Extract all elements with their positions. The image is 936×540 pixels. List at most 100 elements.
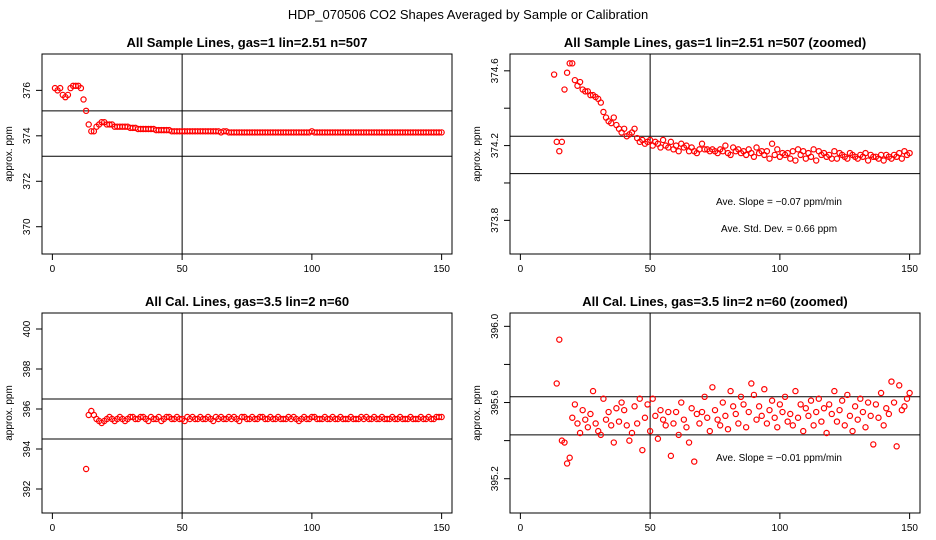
data-point	[280, 415, 287, 423]
data-point	[563, 69, 571, 76]
data-point	[893, 443, 900, 450]
data-point	[620, 125, 628, 132]
x-tick-label: 0	[518, 264, 524, 275]
data-point	[680, 416, 688, 423]
plot-frame	[509, 53, 921, 255]
data-point	[758, 412, 765, 420]
panel-1: All Sample Lines, gas=1 lin=2.51 n=507 0 5…	[4, 35, 453, 275]
data-point	[685, 439, 693, 446]
x-tick-label: 50	[645, 264, 657, 275]
data-point	[831, 387, 838, 395]
data-point	[781, 393, 789, 401]
y-tick-label: 372	[22, 172, 33, 189]
data-point	[753, 144, 760, 151]
data-point	[90, 128, 98, 135]
data-point	[787, 155, 794, 162]
data-point	[797, 401, 804, 408]
data-point	[644, 401, 651, 408]
data-point	[719, 399, 726, 406]
data-point	[750, 153, 758, 161]
data-point	[435, 129, 443, 136]
data-point	[789, 422, 797, 429]
data-point	[714, 416, 721, 423]
data-point	[569, 60, 576, 67]
y-tick-label: 394	[22, 440, 33, 457]
data-point	[77, 84, 85, 92]
data-point	[838, 397, 846, 404]
data-point	[657, 144, 664, 151]
data-point	[693, 410, 701, 418]
data-point	[877, 389, 885, 397]
data-point	[553, 138, 560, 146]
data-points	[51, 82, 445, 136]
data-point	[779, 408, 786, 416]
data-point	[864, 157, 872, 164]
data-point	[628, 429, 636, 437]
x-tick-label: 150	[901, 523, 918, 534]
data-point	[587, 410, 594, 418]
data-point	[654, 435, 662, 442]
data-point	[828, 410, 835, 418]
panel-4: All Cal. Lines, gas=3.5 lin=2 n=60 (zoom…	[472, 294, 921, 534]
data-point	[813, 157, 820, 164]
x-tick-label: 150	[433, 264, 450, 275]
data-point	[823, 429, 830, 437]
data-point	[597, 431, 605, 439]
data-point	[696, 420, 703, 427]
data-point	[787, 410, 794, 418]
data-point	[659, 136, 667, 144]
data-point	[901, 403, 908, 410]
data-point	[597, 99, 605, 106]
data-point	[870, 441, 877, 448]
data-point	[438, 129, 445, 136]
data-point	[802, 405, 810, 412]
data-point	[851, 403, 859, 410]
y-axis-label: approx. ppm	[472, 126, 483, 182]
data-point	[750, 391, 758, 399]
panel-title: All Sample Lines, gas=1 lin=2.51 n=507 (…	[564, 35, 866, 50]
data-point	[805, 412, 812, 420]
data-point	[766, 406, 773, 414]
data-point	[784, 418, 791, 425]
data-point	[571, 401, 579, 408]
x-tick-label: 150	[901, 264, 918, 275]
plot-frame	[41, 53, 453, 255]
data-point	[652, 412, 659, 420]
data-point	[716, 422, 724, 429]
data-point	[890, 399, 898, 406]
data-point	[626, 437, 633, 444]
plot-frame	[41, 312, 453, 514]
data-point	[813, 408, 820, 416]
data-point	[740, 401, 747, 408]
y-axis-label: approx. ppm	[472, 385, 483, 441]
data-point	[558, 138, 566, 146]
data-point	[80, 96, 87, 103]
data-point	[631, 125, 638, 132]
data-point	[774, 146, 781, 153]
data-point	[792, 157, 799, 164]
data-point	[220, 415, 227, 423]
x-tick-label: 50	[645, 523, 657, 534]
data-point	[748, 380, 755, 387]
data-point	[815, 395, 822, 402]
data-point	[729, 403, 737, 410]
data-point	[698, 140, 706, 147]
data-point	[435, 413, 443, 421]
data-point	[556, 147, 563, 155]
data-point	[675, 147, 682, 155]
data-point	[615, 418, 623, 425]
data-point	[771, 151, 778, 159]
x-tick-label: 100	[304, 264, 321, 275]
data-point	[800, 147, 807, 155]
data-point	[633, 420, 641, 427]
y-axis-label: approx. ppm	[4, 126, 15, 182]
data-point	[735, 420, 742, 427]
data-point	[636, 395, 643, 402]
data-point	[683, 424, 690, 431]
y-tick-label: 392	[22, 480, 33, 497]
data-point	[771, 414, 778, 421]
data-point	[672, 142, 680, 149]
y-tick-label: 398	[22, 360, 33, 377]
panel-2: All Sample Lines, gas=1 lin=2.51 n=507 (…	[472, 35, 921, 275]
data-point	[867, 412, 874, 420]
